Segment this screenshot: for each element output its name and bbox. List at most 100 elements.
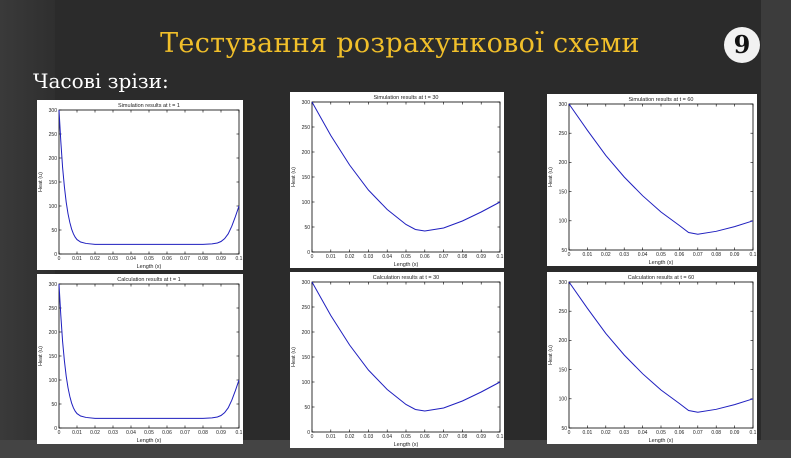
chart-title: Calculation results at t = 60 xyxy=(628,275,695,281)
y-tick-label: 300 xyxy=(302,280,311,286)
x-tick-label: 0 xyxy=(58,256,61,262)
x-tick-label: 0.1 xyxy=(236,256,243,262)
y-tick-label: 250 xyxy=(559,309,568,315)
y-tick-label: 0 xyxy=(54,252,57,258)
y-axis-label: Heat (u) xyxy=(38,346,44,366)
x-tick-label: 0.06 xyxy=(162,430,172,436)
y-tick-label: 150 xyxy=(49,180,58,186)
series-line xyxy=(311,281,501,412)
x-tick-label: 0.09 xyxy=(216,430,226,436)
series-line xyxy=(58,283,240,419)
x-tick-label: 0 xyxy=(568,430,571,436)
x-tick-label: 0.07 xyxy=(693,252,703,258)
chart-svg: Simulation results at t = 30 0 0.01 0.02 0.0… xyxy=(291,95,504,268)
chart-svg: Calculation results at t = 1 0 0.01 0.02 0.0… xyxy=(38,277,243,444)
x-tick-label: 0.01 xyxy=(583,252,593,258)
x-tick-label: 0.01 xyxy=(583,430,593,436)
x-tick-label: 0.08 xyxy=(711,430,721,436)
y-tick-label: 300 xyxy=(559,102,568,108)
x-tick-label: 0.06 xyxy=(675,252,685,258)
x-tick-label: 0.09 xyxy=(476,254,486,260)
x-axis-label: Length (x) xyxy=(137,264,162,270)
series-line xyxy=(58,109,240,245)
y-tick-label: 250 xyxy=(302,125,311,131)
x-tick-label: 0.09 xyxy=(730,430,740,436)
x-tick-label: 0.1 xyxy=(236,430,243,436)
chart-svg: Simulation results at t = 1 0 0.01 0.02 0.03… xyxy=(38,103,243,270)
x-tick-label: 0.07 xyxy=(439,254,449,260)
x-tick-label: 0.02 xyxy=(345,254,355,260)
y-tick-label: 200 xyxy=(49,330,58,336)
x-tick-label: 0.04 xyxy=(638,252,648,258)
y-tick-label: 50 xyxy=(304,405,310,411)
x-tick-label: 0.03 xyxy=(364,254,374,260)
plot-frame xyxy=(58,283,240,429)
x-tick-label: 0 xyxy=(311,434,314,440)
y-tick-label: 300 xyxy=(302,100,311,106)
y-tick-label: 200 xyxy=(302,150,311,156)
x-tick-label: 0.05 xyxy=(401,434,411,440)
y-tick-label: 50 xyxy=(561,426,567,432)
x-tick-label: 0.01 xyxy=(326,434,336,440)
x-tick-label: 0.05 xyxy=(656,252,666,258)
x-tick-label: 0.03 xyxy=(108,430,118,436)
background-right-band xyxy=(761,0,791,458)
x-tick-label: 0.06 xyxy=(420,254,430,260)
chart-title: Calculation results at t = 30 xyxy=(373,275,440,281)
x-tick-label: 0.01 xyxy=(72,256,82,262)
plot-frame xyxy=(311,101,501,253)
y-tick-label: 100 xyxy=(302,200,311,206)
x-tick-label: 0.08 xyxy=(458,434,468,440)
x-tick-label: 0.07 xyxy=(180,430,190,436)
y-tick-label: 200 xyxy=(559,160,568,166)
x-tick-label: 0.03 xyxy=(619,430,629,436)
x-tick-label: 0.1 xyxy=(750,252,757,258)
chart-title: Simulation results at t = 30 xyxy=(374,95,439,101)
x-tick-label: 0.04 xyxy=(382,434,392,440)
y-tick-label: 250 xyxy=(302,305,311,311)
x-tick-label: 0.07 xyxy=(439,434,449,440)
section-label: Часові зрізи: xyxy=(33,69,169,93)
x-tick-label: 0.08 xyxy=(458,254,468,260)
x-tick-label: 0 xyxy=(58,430,61,436)
x-tick-label: 0.08 xyxy=(711,252,721,258)
y-axis-label: Heat (u) xyxy=(548,345,554,365)
x-tick-label: 0.06 xyxy=(675,430,685,436)
chart-title: Simulation results at t = 1 xyxy=(118,103,180,109)
chart-panel: Simulation results at t = 60 0 0.01 0.02 0.0… xyxy=(547,94,757,266)
plot-frame xyxy=(58,109,240,255)
x-tick-label: 0.04 xyxy=(638,430,648,436)
x-tick-label: 0.08 xyxy=(198,256,208,262)
x-tick-label: 0.1 xyxy=(750,430,757,436)
y-tick-label: 150 xyxy=(559,367,568,373)
plot-frame xyxy=(311,281,501,433)
chart-svg: Calculation results at t = 60 0 0.01 0.02 0.… xyxy=(548,275,757,444)
chart-title: Simulation results at t = 60 xyxy=(629,97,694,103)
y-tick-label: 100 xyxy=(559,219,568,225)
y-tick-label: 100 xyxy=(302,380,311,386)
x-tick-label: 0.01 xyxy=(72,430,82,436)
y-axis-label: Heat (u) xyxy=(291,167,297,187)
x-tick-label: 0.05 xyxy=(656,430,666,436)
y-tick-label: 200 xyxy=(49,156,58,162)
y-tick-label: 200 xyxy=(302,330,311,336)
series-line xyxy=(568,281,754,413)
slide-title: Тестування розрахункової схеми xyxy=(160,28,640,59)
y-axis-label: Heat (u) xyxy=(38,172,44,192)
x-tick-label: 0.08 xyxy=(198,430,208,436)
y-tick-label: 150 xyxy=(302,175,311,181)
x-tick-label: 0.05 xyxy=(144,256,154,262)
y-tick-label: 300 xyxy=(559,280,568,286)
x-axis-label: Length (x) xyxy=(394,442,419,448)
y-tick-label: 250 xyxy=(559,131,568,137)
x-tick-label: 0.09 xyxy=(730,252,740,258)
x-axis-label: Length (x) xyxy=(649,438,674,444)
y-tick-label: 250 xyxy=(49,132,58,138)
y-tick-label: 50 xyxy=(51,228,57,234)
y-tick-label: 250 xyxy=(49,306,58,312)
chart-panel: Calculation results at t = 60 0 0.01 0.02 0.… xyxy=(547,272,757,444)
x-tick-label: 0.02 xyxy=(601,252,611,258)
x-axis-label: Length (x) xyxy=(649,260,674,266)
x-tick-label: 0.05 xyxy=(401,254,411,260)
y-tick-label: 100 xyxy=(49,378,58,384)
